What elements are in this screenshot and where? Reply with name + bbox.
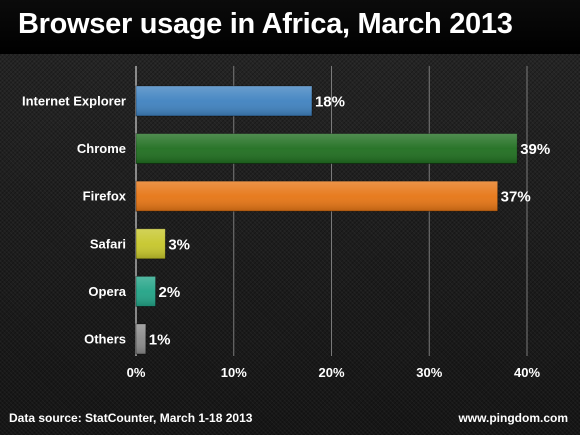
chart-title: Browser usage in Africa, March 2013 (18, 8, 513, 40)
bar-highlight (136, 324, 146, 354)
bar-highlight (136, 276, 156, 307)
x-tick-label: 0% (127, 365, 146, 380)
category-label: Opera (88, 284, 126, 299)
category-label: Internet Explorer (22, 94, 126, 109)
x-tick-label: 40% (514, 365, 540, 380)
data-label: 3% (168, 236, 190, 253)
bar-highlight (136, 86, 312, 116)
data-label: 2% (159, 284, 181, 301)
data-label: 39% (520, 141, 550, 158)
x-tick-label: 20% (318, 365, 344, 380)
category-label: Others (84, 332, 126, 347)
website-credit: www.pingdom.com (458, 411, 568, 425)
x-tick-label: 10% (221, 365, 247, 380)
data-label: 37% (501, 189, 531, 206)
x-tick-label: 30% (416, 365, 442, 380)
bar-highlight (136, 133, 518, 164)
bar-highlight (136, 181, 498, 212)
data-label: 1% (149, 332, 171, 349)
title-bar: Browser usage in Africa, March 2013 (0, 0, 580, 54)
data-label: 18% (315, 94, 345, 111)
bar-highlight (136, 228, 166, 259)
data-source-note: Data source: StatCounter, March 1-18 201… (9, 411, 253, 425)
category-label: Firefox (83, 189, 127, 204)
category-label: Chrome (77, 141, 126, 156)
category-label: Safari (90, 236, 126, 251)
